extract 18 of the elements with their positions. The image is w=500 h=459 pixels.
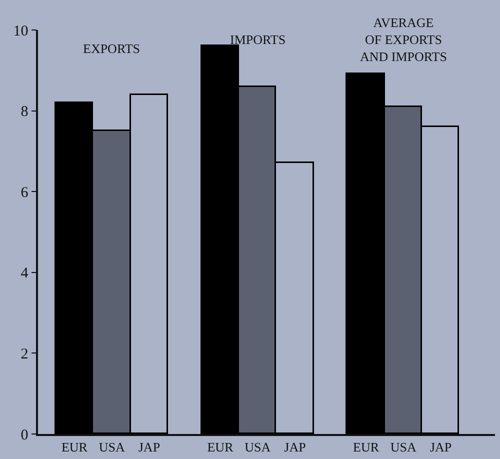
y-tick-label: 2 xyxy=(20,346,28,362)
x-tick-label: JAP xyxy=(430,439,452,454)
x-tick-label: JAP xyxy=(284,439,306,454)
x-tick-label: USA xyxy=(390,439,418,454)
y-tick-label: 0 xyxy=(20,427,28,444)
x-tick-label: JAP xyxy=(138,439,160,454)
annotation: IMPORTS xyxy=(230,32,286,47)
annotation: EXPORTS xyxy=(83,41,140,56)
y-tick-label: 10 xyxy=(13,23,28,40)
y-tick-label: 8 xyxy=(20,104,28,120)
x-tick-label: EUR xyxy=(61,439,88,454)
y-tick-label: 6 xyxy=(20,184,29,201)
x-tick-label: USA xyxy=(98,439,126,454)
x-tick-label: USA xyxy=(244,439,272,454)
x-tick-label: EUR xyxy=(353,439,380,454)
x-tick-label: EUR xyxy=(207,439,234,454)
y-tick-label: 4 xyxy=(20,266,29,282)
annotation: AVERAGE OF EXPORTS AND IMPORTS xyxy=(360,15,447,64)
